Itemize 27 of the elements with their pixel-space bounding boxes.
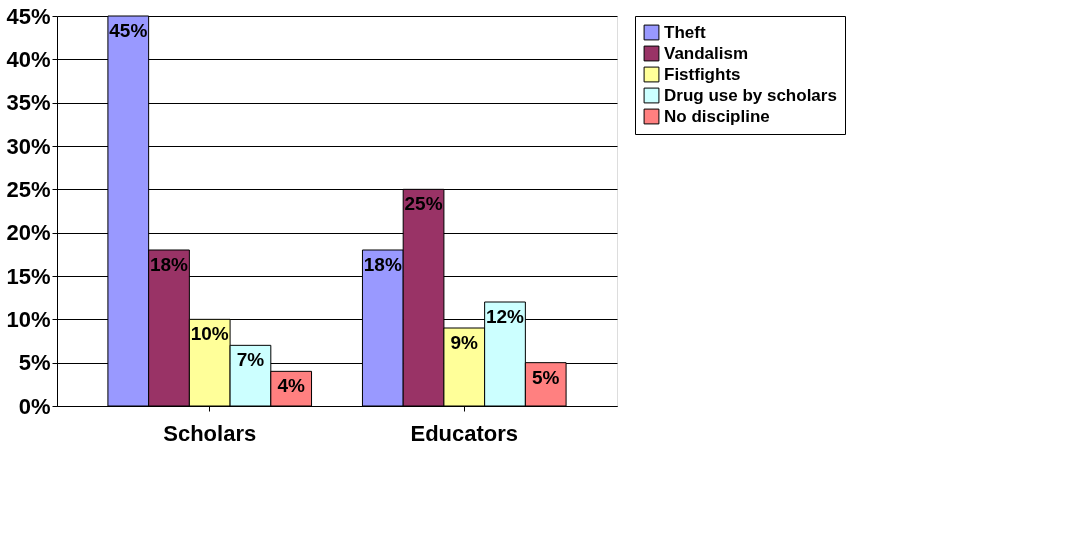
- data-label: 45%: [109, 20, 148, 41]
- data-label: 5%: [531, 366, 560, 388]
- y-tick-label: 30%: [6, 133, 51, 159]
- x-tick-label: Educators: [410, 420, 519, 446]
- y-tick-label: 20%: [6, 220, 51, 246]
- legend-label: Theft: [664, 22, 706, 42]
- x-tick-label: Scholars: [163, 420, 257, 446]
- y-tick-label: 40%: [6, 46, 51, 72]
- data-label: 7%: [236, 349, 265, 371]
- data-label: 9%: [450, 332, 479, 353]
- y-tick-label: 10%: [6, 306, 51, 332]
- y-tick-label: 25%: [6, 176, 51, 202]
- y-tick-label: 35%: [6, 90, 51, 116]
- data-label: 18%: [149, 254, 189, 275]
- data-label: 18%: [363, 254, 402, 275]
- data-label: 4%: [277, 375, 306, 397]
- data-label: 12%: [485, 306, 525, 327]
- legend-label: No discipline: [664, 106, 770, 126]
- y-tick-label: 5%: [18, 350, 51, 376]
- legend-label: Vandalism: [664, 43, 749, 63]
- data-label: 25%: [404, 193, 443, 215]
- legend-label: Fistfights: [664, 64, 741, 84]
- y-tick-label: 0%: [18, 393, 51, 419]
- y-tick-label: 15%: [6, 263, 51, 289]
- y-tick-label: 45%: [6, 3, 51, 29]
- data-label: 10%: [190, 323, 229, 345]
- legend-label: Drug use by scholars: [664, 85, 837, 105]
